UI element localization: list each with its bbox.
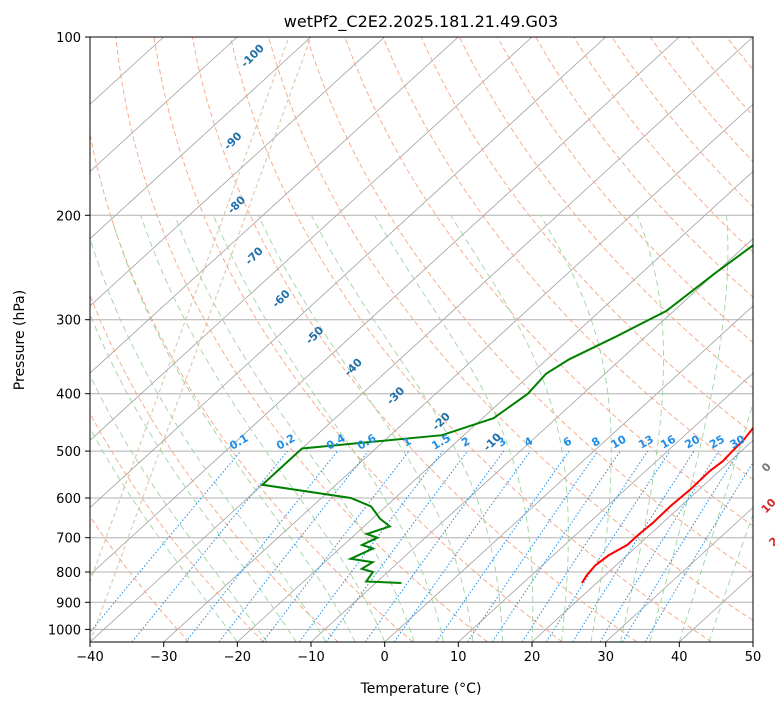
- moist-adiabat-label: 0: [759, 460, 774, 475]
- x-tick-label: 10: [450, 650, 467, 665]
- moist-adiabat-label: 20: [766, 529, 775, 549]
- y-axis-label: Pressure (hPa): [12, 290, 28, 390]
- y-tick-label: 500: [56, 445, 81, 460]
- x-tick-label: −20: [224, 650, 251, 665]
- y-tick-label: 600: [56, 492, 81, 507]
- x-tick-label: 20: [524, 650, 541, 665]
- x-tick-label: −40: [76, 650, 103, 665]
- chart-title: wetPf2_C2E2.2025.181.21.49.G03: [284, 12, 558, 32]
- y-tick-label: 300: [56, 314, 81, 329]
- x-tick-label: 50: [745, 650, 762, 665]
- y-tick-label: 200: [56, 209, 81, 224]
- y-tick-label: 700: [56, 532, 81, 547]
- x-axis-label: Temperature (°C): [360, 681, 482, 697]
- dry-adiabat-line: [765, 37, 775, 642]
- x-tick-label: 40: [671, 650, 688, 665]
- y-tick-label: 900: [56, 596, 81, 611]
- x-tick-label: −30: [150, 650, 177, 665]
- x-tick-label: 0: [381, 650, 389, 665]
- moist-adiabat-label: 10: [759, 496, 775, 516]
- y-tick-label: 400: [56, 388, 81, 403]
- x-tick-label: 30: [597, 650, 614, 665]
- y-tick-label: 1000: [48, 623, 81, 638]
- x-tick-label: −10: [297, 650, 324, 665]
- isotherm-line: [753, 37, 775, 642]
- y-tick-label: 800: [56, 566, 81, 581]
- y-tick-label: 100: [56, 31, 81, 46]
